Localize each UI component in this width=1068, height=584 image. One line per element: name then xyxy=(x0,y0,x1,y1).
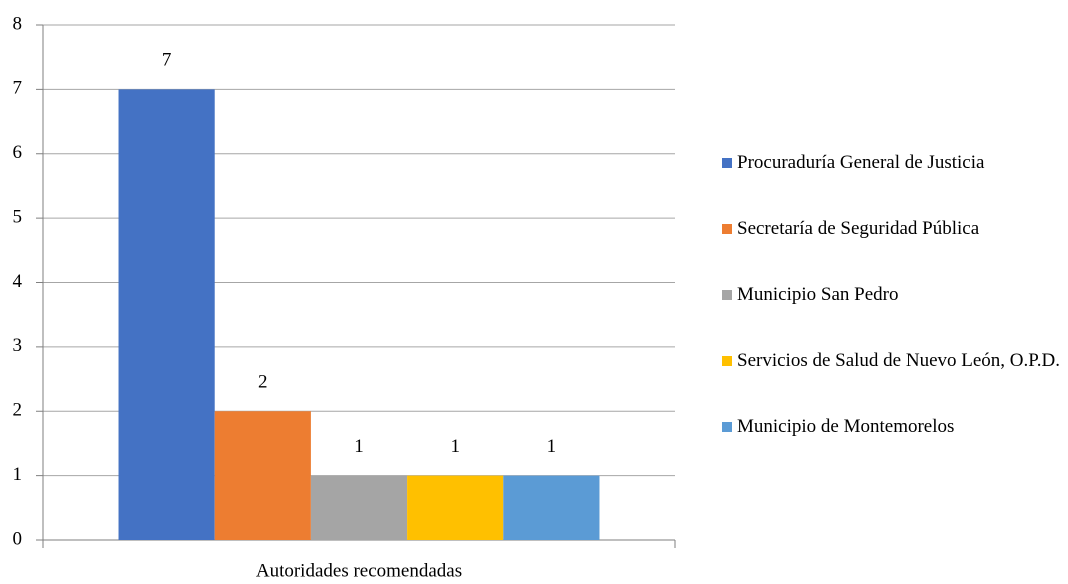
data-label: 1 xyxy=(547,436,557,457)
y-tick-label: 0 xyxy=(13,528,23,549)
y-tick-label: 7 xyxy=(13,78,23,99)
y-tick-label: 2 xyxy=(13,400,23,421)
bar xyxy=(503,475,600,540)
legend: Procuraduría General de Justicia Secretar… xyxy=(722,130,1062,460)
legend-item: Municipio San Pedro xyxy=(722,283,1062,307)
legend-label: Secretaría de Seguridad Pública xyxy=(737,218,980,239)
x-tick-label: Autoridades recomendadas xyxy=(256,560,462,581)
legend-item: Procuraduría General de Justicia xyxy=(722,151,1062,175)
bar xyxy=(214,411,311,540)
data-label: 2 xyxy=(258,372,268,393)
legend-swatch xyxy=(722,224,732,234)
y-tick-label: 4 xyxy=(13,271,23,292)
data-label: 1 xyxy=(354,436,364,457)
legend-label: Procuraduría General de Justicia xyxy=(737,152,985,173)
legend-item: Servicios de Salud de Nuevo León, O.P.D. xyxy=(722,349,1062,373)
legend-label: Servicios de Salud de Nuevo León, O.P.D. xyxy=(737,350,1060,371)
bar xyxy=(118,89,215,540)
y-tick-label: 8 xyxy=(13,13,23,34)
bar xyxy=(310,475,408,540)
legend-label: Municipio San Pedro xyxy=(737,284,899,305)
data-label: 1 xyxy=(450,436,460,457)
y-tick-label: 1 xyxy=(13,464,23,485)
legend-item: Secretaría de Seguridad Pública xyxy=(722,217,1062,241)
legend-item: Municipio de Montemorelos xyxy=(722,415,1062,439)
legend-swatch xyxy=(722,422,732,432)
y-tick-label: 6 xyxy=(13,142,23,163)
legend-label: Municipio de Montemorelos xyxy=(737,416,955,437)
legend-swatch xyxy=(722,158,732,168)
legend-swatch xyxy=(722,356,732,366)
bar xyxy=(407,475,504,540)
legend-swatch xyxy=(722,290,732,300)
data-label: 7 xyxy=(162,50,172,71)
y-tick-label: 3 xyxy=(13,335,23,356)
y-tick-label: 5 xyxy=(13,206,23,227)
